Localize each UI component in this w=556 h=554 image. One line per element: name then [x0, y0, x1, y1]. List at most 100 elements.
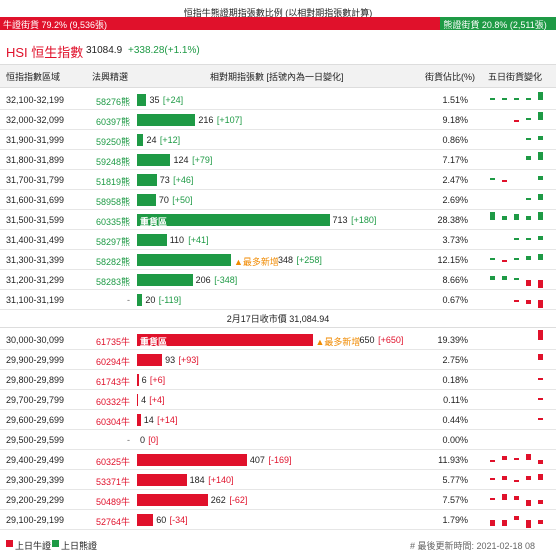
count: 110 [169, 235, 185, 245]
row-line [0, 169, 556, 170]
column-header: 街貨佔比(%) [425, 72, 475, 82]
legend-swatch [52, 540, 59, 547]
count-bar [137, 454, 247, 466]
row-line [0, 249, 556, 250]
five-day-bar [538, 136, 543, 140]
pick[interactable]: 60397熊 [95, 117, 130, 127]
range: 29,200-29,299 [6, 495, 65, 505]
count: 124 [173, 155, 189, 165]
pick[interactable]: 58276熊 [95, 97, 130, 107]
five-day-bar [526, 500, 531, 506]
count: 407 [249, 455, 265, 465]
change: [+14] [157, 415, 178, 425]
legend-swatch [6, 540, 13, 547]
range: 29,500-29,599 [6, 435, 65, 445]
column-header: 恒指指數區域 [6, 72, 61, 82]
row-line [0, 149, 556, 150]
change: [-348] [214, 275, 238, 285]
count-bar [137, 474, 187, 486]
tag: 重貨區 [140, 337, 168, 347]
pick[interactable]: 61743牛 [95, 377, 130, 387]
range: 32,100-32,199 [6, 95, 65, 105]
change: [+140] [208, 475, 234, 485]
pick[interactable]: - [127, 435, 130, 445]
change: [+12] [159, 135, 181, 145]
pick[interactable]: 50489牛 [95, 497, 130, 507]
five-day-bar [502, 216, 507, 220]
count-bar [137, 114, 196, 126]
row-line [0, 449, 556, 450]
pick[interactable]: 58297熊 [95, 237, 130, 247]
row-line [0, 269, 556, 270]
change: [-34] [169, 515, 188, 525]
row-line [0, 189, 556, 190]
range: 31,900-31,999 [6, 135, 65, 145]
five-day-bar [526, 156, 531, 160]
pick[interactable]: - [127, 295, 130, 305]
range: 31,100-31,199 [6, 295, 65, 305]
five-day-bar [502, 494, 507, 500]
share: 0.86% [442, 135, 468, 145]
pick[interactable]: 58282熊 [95, 257, 130, 267]
five-day-bar [490, 276, 495, 280]
row-line [0, 369, 556, 370]
five-day-bar [526, 238, 531, 240]
count-bar [137, 274, 193, 286]
range: 29,900-29,999 [6, 355, 65, 365]
five-day-bar [526, 520, 531, 528]
share: 0.18% [442, 375, 468, 385]
count-bar [137, 394, 139, 406]
five-day-bar [526, 216, 531, 220]
pick[interactable]: 59250熊 [95, 137, 130, 147]
bear-share-label: 熊證街貨 20.8% (2,511張) [443, 20, 547, 30]
range: 31,500-31,599 [6, 215, 65, 225]
five-day-bar [526, 300, 531, 304]
share: 2.75% [442, 355, 468, 365]
count: 650 [359, 335, 375, 345]
pick[interactable]: 60304牛 [95, 417, 130, 427]
bull-share-bar [0, 17, 441, 30]
pick[interactable]: 58283熊 [95, 277, 130, 287]
range: 29,400-29,499 [6, 455, 65, 465]
count-bar [137, 94, 147, 106]
five-day-bar [538, 330, 543, 340]
change: [+50] [172, 195, 193, 205]
five-day-bar [514, 98, 519, 100]
pick[interactable]: 52764牛 [95, 517, 130, 527]
index-change: +338.28(+1.1%) [128, 45, 200, 56]
tag: 重貨區 [140, 217, 168, 227]
five-day-bar [526, 256, 531, 260]
five-day-bar [514, 278, 519, 280]
pick[interactable]: 60332牛 [95, 397, 130, 407]
row-line [0, 469, 556, 470]
count: 70 [158, 195, 169, 205]
five-day-bar [514, 496, 519, 500]
count-bar [137, 154, 171, 166]
share: 2.47% [442, 175, 468, 185]
five-day-bar [502, 260, 507, 262]
row-line [0, 209, 556, 210]
count: 93 [165, 355, 176, 365]
pick[interactable]: 60294牛 [95, 357, 130, 367]
count: 35 [149, 95, 160, 105]
count-bar [137, 514, 154, 526]
pick[interactable]: 61735牛 [95, 337, 130, 347]
five-day-bar [538, 398, 543, 400]
count-bar [137, 194, 156, 206]
pick[interactable]: 59248熊 [95, 157, 130, 167]
share: 7.17% [442, 155, 468, 165]
five-day-bar [514, 516, 519, 520]
change: [+258] [296, 255, 322, 265]
pick[interactable]: 60325牛 [95, 457, 130, 467]
change: [-119] [158, 295, 182, 305]
pick[interactable]: 51819熊 [95, 177, 130, 187]
pick[interactable]: 60335熊 [95, 217, 130, 227]
share: 2.69% [442, 195, 468, 205]
legend-label: 上日熊證 [61, 541, 98, 551]
pick[interactable]: 53371牛 [95, 477, 130, 487]
row-line [0, 509, 556, 510]
pick[interactable]: 58958熊 [95, 197, 130, 207]
five-day-bar [526, 138, 531, 140]
five-day-bar [538, 500, 543, 504]
five-day-bar [502, 520, 507, 526]
